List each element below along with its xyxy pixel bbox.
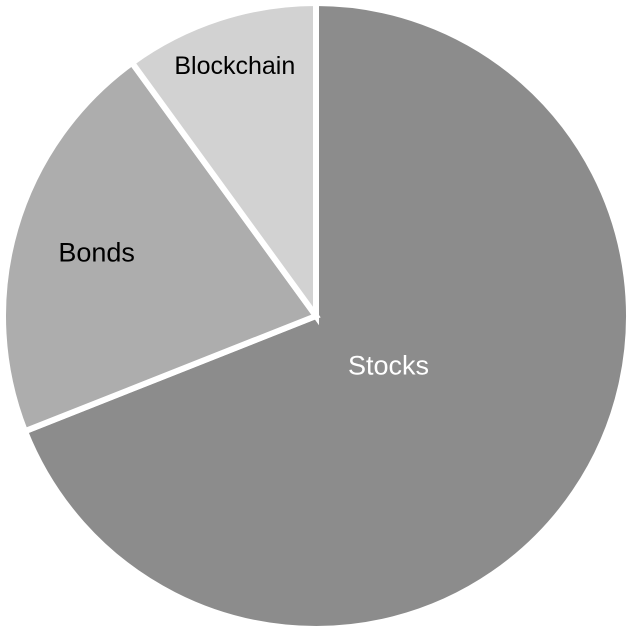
pie-labels: Stocks Bonds Blockchain [58,52,429,380]
pie-slice-stocks [21,0,632,632]
pie-label-bonds: Bonds [58,237,135,267]
pie-slice-bonds [0,58,321,436]
pie-label-stocks: Stocks [348,350,429,380]
pie-label-blockchain: Blockchain [174,52,295,80]
pie-slice-blockchain [127,0,319,326]
